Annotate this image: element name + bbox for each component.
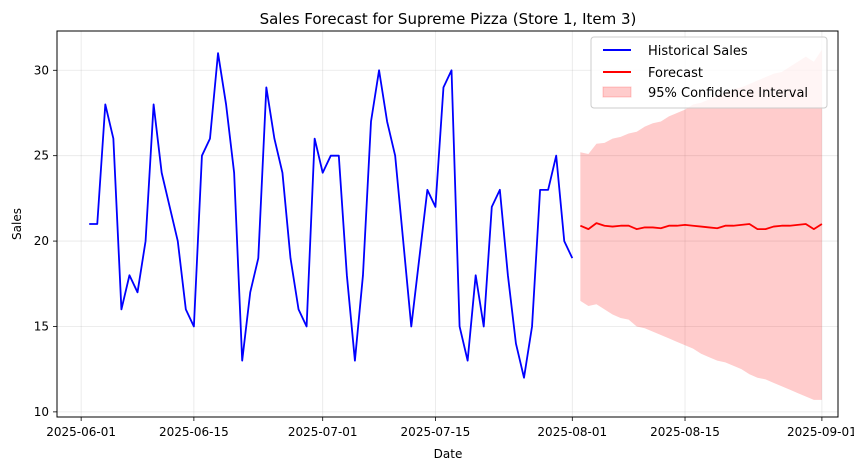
y-tick-label: 15 (34, 319, 49, 333)
legend-box (590, 36, 828, 109)
legend-label-confidence-interval: 95% Confidence Interval (648, 86, 808, 101)
legend-label-forecast: Forecast (648, 66, 703, 81)
x-tick-label: 2025-07-01 (288, 425, 358, 439)
series-line-historical-sales (89, 52, 574, 379)
y-tick-label: 10 (34, 405, 49, 419)
series-line-forecast (579, 222, 823, 231)
x-tick-label: 2025-06-15 (159, 425, 229, 439)
legend-label-historical-sales: Historical Sales (648, 44, 748, 59)
x-tick-label: 2025-06-01 (46, 425, 116, 439)
x-tick-label: 2025-07-15 (401, 425, 471, 439)
y-tick-label: 20 (34, 234, 49, 248)
y-tick-label: 25 (34, 149, 49, 163)
y-tick-label: 30 (34, 63, 49, 77)
legend-swatch-confidence-interval (602, 86, 632, 98)
x-tick-label: 2025-09-01 (787, 425, 854, 439)
confidence-interval-band (580, 49, 822, 400)
y-axis-label: Sales (10, 208, 24, 240)
x-axis-ticks: 2025-06-01 2025-06-15 2025-07-01 2025-07-15… (46, 417, 854, 439)
confidence-interval-layer (580, 49, 822, 400)
x-tick-label: 2025-08-01 (537, 425, 607, 439)
series-layer (89, 52, 823, 379)
y-axis-ticks: 10 15 20 25 30 (34, 63, 57, 419)
legend: Historical Sales Forecast 95% Confidence… (590, 36, 828, 109)
grid (57, 31, 838, 417)
chart-title: Sales Forecast for Supreme Pizza (Store … (260, 10, 637, 28)
plot-area-frame (56, 30, 839, 418)
x-tick-label: 2025-08-15 (650, 425, 720, 439)
x-axis-label: Date (434, 447, 463, 461)
